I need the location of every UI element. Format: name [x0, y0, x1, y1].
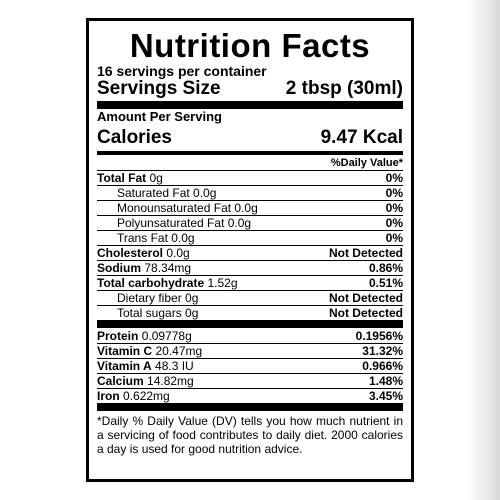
calories-row: Calories 9.47 Kcal [97, 124, 403, 151]
nutrient-name: Cholesterol 0.0g [97, 247, 190, 260]
nutrient-label: Monounsaturated Fat 0.0g [117, 201, 258, 215]
serving-size-row: Servings Size 2 tbsp (30ml) [97, 79, 403, 101]
divider-medium [97, 151, 403, 155]
nutrient-daily-value: 0.966% [362, 359, 403, 373]
nutrient-daily-value: Not Detected [328, 291, 403, 305]
daily-value-header: %Daily Value* [330, 157, 403, 169]
nutrition-facts-label: Nutrition Facts 16 servings per containe… [86, 18, 414, 482]
nutrient-row: Cholesterol 0.0g Not Detected [97, 245, 403, 260]
nutrient-daily-value: 0% [385, 201, 403, 215]
nutrient-row: Monounsaturated Fat 0.0g 0% [97, 200, 403, 215]
nutrient-daily-value: 3.45% [368, 389, 403, 403]
nutrient-amount: 0.622mg [123, 389, 170, 403]
nutrient-daily-value: 0.86% [368, 261, 403, 275]
nutrient-amount: 0.0g [166, 246, 190, 260]
nutrient-name: Saturated Fat 0.0g [97, 187, 216, 200]
nutrient-name: Monounsaturated Fat 0.0g [97, 202, 258, 215]
nutrient-label: Sodium [97, 261, 141, 275]
nutrient-name: Vitamin A 48.3 IU [97, 360, 194, 373]
nutrient-list-vitamins: Protein 0.09778g 0.1956% Vitamin C 20.47mg… [97, 328, 403, 403]
nutrient-daily-value: Not Detected [328, 246, 403, 260]
nutrient-amount: 78.34mg [144, 261, 192, 275]
label-title: Nutrition Facts [129, 27, 371, 64]
nutrient-name: Polyunsaturated Fat 0.0g [97, 217, 251, 230]
nutrient-row: Vitamin C 20.47mg 31.32% [97, 343, 403, 358]
nutrient-row: Total Fat 0g 0% [97, 170, 403, 185]
nutrient-row: Calcium 14.82mg 1.48% [97, 373, 403, 388]
nutrient-name: Dietary fiber 0g [97, 292, 198, 305]
nutrient-amount: 14.82mg [147, 374, 194, 388]
nutrient-label: Iron [97, 389, 120, 403]
nutrient-row: Dietary fiber 0g Not Detected [97, 290, 403, 305]
nutrient-daily-value: 0% [385, 186, 403, 200]
nutrient-daily-value: 0% [385, 171, 403, 185]
nutrient-label: Total Fat [97, 171, 147, 185]
nutrient-name: Vitamin C 20.47mg [97, 345, 202, 358]
nutrient-amount: 0g [149, 171, 163, 185]
page-edge-shadow [466, 0, 500, 500]
nutrient-name: Protein 0.09778g [97, 328, 192, 343]
nutrient-row: Vitamin A 48.3 IU 0.966% [97, 358, 403, 373]
nutrient-row: Polyunsaturated Fat 0.0g 0% [97, 215, 403, 230]
nutrient-daily-value: Not Detected [328, 306, 403, 320]
nutrient-row: Total carbohydrate 1.52g 0.51% [97, 275, 403, 290]
nutrient-name: Calcium 14.82mg [97, 375, 194, 388]
nutrient-label: Total sugars 0g [117, 306, 199, 320]
nutrient-label: Polyunsaturated Fat 0.0g [117, 216, 252, 230]
nutrient-label: Vitamin A [97, 359, 152, 373]
divider-thick-3 [97, 403, 403, 411]
serving-size-label: Servings Size [97, 78, 221, 99]
amount-per-serving: Amount Per Serving [97, 109, 222, 124]
footnote: *Daily % Daily Value (DV) tells you how … [97, 414, 403, 456]
calories-value: 9.47 Kcal [320, 127, 403, 148]
nutrient-label: Total carbohydrate [97, 276, 205, 290]
nutrient-daily-value: 0.51% [368, 276, 403, 290]
nutrient-label: Calcium [97, 374, 144, 388]
nutrient-name: Iron 0.622mg [97, 390, 170, 403]
nutrient-label: Dietary fiber 0g [117, 291, 199, 305]
nutrient-label: Vitamin C [97, 344, 153, 358]
nutrient-daily-value: 0.1956% [355, 328, 403, 343]
nutrient-name: Total sugars 0g [97, 307, 198, 320]
nutrient-daily-value: 0% [385, 231, 403, 245]
nutrient-label: Cholesterol [97, 246, 164, 260]
nutrient-amount: 1.52g [207, 276, 238, 290]
nutrient-row: Saturated Fat 0.0g 0% [97, 185, 403, 200]
nutrient-amount: 48.3 IU [155, 359, 194, 373]
divider-thick-2 [97, 320, 403, 328]
nutrient-row: Protein 0.09778g 0.1956% [97, 328, 403, 343]
nutrient-label: Protein [97, 328, 139, 343]
nutrient-name: Trans Fat 0.0g [97, 232, 195, 245]
nutrient-name: Total carbohydrate 1.52g [97, 277, 238, 290]
divider-thick [97, 101, 403, 109]
serving-size-value: 2 tbsp (30ml) [285, 78, 403, 99]
nutrient-label: Saturated Fat 0.0g [117, 186, 217, 200]
nutrient-list-primary: Total Fat 0g 0% Saturated Fat 0.0g 0% Monou… [97, 170, 403, 320]
nutrient-row: Iron 0.622mg 3.45% [97, 388, 403, 403]
nutrient-label: Trans Fat 0.0g [117, 231, 195, 245]
nutrient-amount: 0.09778g [141, 328, 192, 343]
nutrient-name: Total Fat 0g [97, 172, 163, 185]
nutrient-row: Sodium 78.34mg 0.86% [97, 260, 403, 275]
nutrient-daily-value: 31.32% [362, 344, 403, 358]
calories-label: Calories [97, 127, 172, 148]
nutrient-row: Trans Fat 0.0g 0% [97, 230, 403, 245]
nutrient-daily-value: 1.48% [368, 374, 403, 388]
servings-per-container: 16 servings per container [97, 63, 267, 79]
nutrient-daily-value: 0% [385, 216, 403, 230]
nutrient-row: Total sugars 0g Not Detected [97, 305, 403, 320]
nutrient-name: Sodium 78.34mg [97, 262, 191, 275]
nutrient-amount: 20.47mg [155, 344, 203, 358]
